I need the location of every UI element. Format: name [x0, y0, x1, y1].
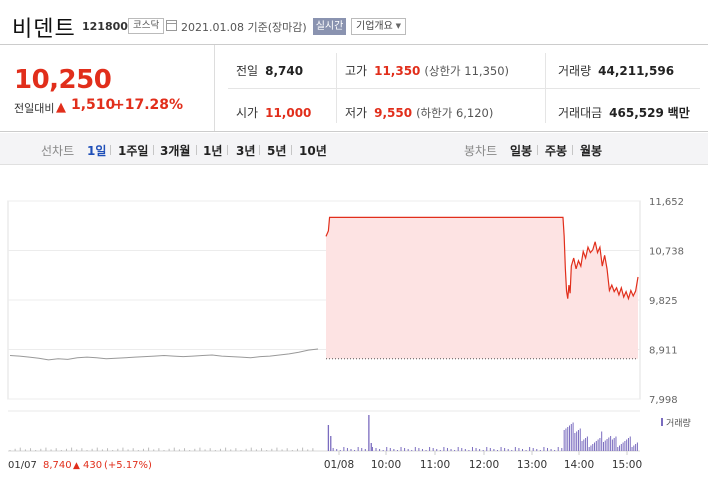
price-chart-svg: 11,652 10,738 9,825 8,911 7,998 거래량 01/08 10:00…: [7, 197, 691, 471]
y-tick-label: 7,998: [649, 395, 678, 406]
prev-day-line: [9, 348, 319, 361]
tab-divider: [196, 145, 197, 155]
y-tick-label: 10,738: [649, 247, 684, 258]
prev-day-change-pct: (+5.17%): [104, 460, 152, 471]
row-divider: [228, 88, 700, 89]
change-percent: +17.28%: [113, 97, 184, 113]
tab-divider: [291, 145, 292, 155]
prev-close-label: 전일: [236, 64, 259, 78]
up-triangle-icon: ▲: [73, 461, 80, 471]
lower-limit: (하한가 6,120): [416, 106, 494, 120]
tab-divider: [259, 145, 260, 155]
x-tick-label: 12:00: [469, 459, 499, 471]
tab-divider: [227, 145, 228, 155]
high-cell: 고가 11,350 (상한가 11,350): [345, 62, 509, 79]
column-divider: [336, 53, 337, 123]
x-tick-label: 01/08: [324, 459, 354, 471]
stock-code: 121800: [82, 20, 128, 33]
tab-divider: [572, 145, 573, 155]
prev-close-value: 8,740: [265, 64, 304, 78]
realtime-button[interactable]: 실시간: [313, 18, 346, 35]
tab-3month[interactable]: 3개월: [160, 144, 191, 158]
low-value: 9,550: [374, 106, 413, 120]
x-tick-label: 14:00: [564, 459, 594, 471]
high-label: 고가: [345, 64, 368, 78]
price-panel: 10,250 전일대비 ▲ 1,510 +17.28%: [0, 45, 215, 131]
volume-value: 44,211,596: [598, 64, 675, 78]
volume-legend-swatch: [661, 418, 663, 426]
candle-chart-label: 봉차트: [464, 144, 498, 158]
y-tick-label: 9,825: [649, 296, 678, 307]
prev-day-date: 01/07: [8, 460, 37, 471]
calendar-icon: [166, 20, 177, 31]
volume-legend-label: 거래량: [666, 417, 691, 429]
prev-close-cell: 전일 8,740: [236, 62, 303, 79]
company-overview-dropdown[interactable]: 기업개요 ▼: [351, 18, 406, 35]
today-line: [325, 216, 639, 301]
open-cell: 시가 11,000: [236, 104, 311, 121]
x-tick-label: 15:00: [612, 459, 642, 471]
upper-limit: (상한가 11,350): [424, 64, 510, 78]
column-divider: [545, 53, 546, 123]
quote-date: 2021.01.08 기준(장마감): [181, 21, 307, 34]
market-badge: 코스닥: [128, 18, 165, 34]
tab-5year[interactable]: 5년: [267, 144, 287, 158]
open-value: 11,000: [265, 106, 312, 120]
tab-daily[interactable]: 일봉: [510, 144, 533, 158]
quote-summary: 10,250 전일대비 ▲ 1,510 +17.28% 전일 8,740 고가 11…: [0, 44, 708, 132]
chevron-down-icon: ▼: [395, 22, 401, 30]
stock-name: 비덴트: [12, 17, 76, 42]
tab-10year[interactable]: 10년: [299, 144, 327, 158]
line-chart-label: 선차트: [41, 144, 75, 158]
x-tick-label: 11:00: [420, 459, 450, 471]
trade-value-unit: 백만: [667, 106, 690, 120]
tab-weekly[interactable]: 주봉: [545, 144, 568, 158]
prev-day-change: 430: [83, 460, 102, 471]
x-tick-label: 13:00: [517, 459, 547, 471]
tab-3year[interactable]: 3년: [236, 144, 256, 158]
tab-divider: [153, 145, 154, 155]
open-label: 시가: [236, 106, 259, 120]
y-tick-label: 11,652: [649, 197, 684, 208]
tab-1day[interactable]: 1일: [87, 144, 107, 158]
today-area: [326, 217, 638, 359]
volume-label: 거래량: [558, 64, 592, 78]
x-tick-label: 10:00: [371, 459, 401, 471]
low-label: 저가: [345, 106, 368, 120]
trade-value-label: 거래대금: [558, 106, 603, 120]
trade-value: 465,529: [609, 106, 664, 120]
stock-header: 비덴트 121800 코스닥 2021.01.08 기준(장마감) 실시간 기업…: [0, 0, 708, 44]
y-tick-label: 8,911: [649, 346, 678, 357]
change-amount: 1,510: [71, 97, 116, 113]
low-cell: 저가 9,550 (하한가 6,120): [345, 104, 493, 121]
prev-day-close: 8,740: [43, 460, 72, 471]
current-price: 10,250: [14, 65, 112, 95]
price-chart[interactable]: 11,652 10,738 9,825 8,911 7,998 거래량 01/08 10:00…: [0, 166, 708, 479]
tab-divider: [537, 145, 538, 155]
high-value: 11,350: [374, 64, 421, 78]
company-overview-label: 기업개요: [356, 21, 393, 32]
tab-divider: [110, 145, 111, 155]
tab-monthly[interactable]: 월봉: [580, 144, 603, 158]
chart-period-tabs: 선차트 1일 1주일 3개월 1년 3년 5년 10년 봉차트 일봉 주봉 월봉: [0, 133, 708, 165]
tab-1week[interactable]: 1주일: [118, 144, 149, 158]
tab-1year[interactable]: 1년: [203, 144, 223, 158]
up-triangle-icon: ▲: [56, 100, 66, 115]
change-label: 전일대비: [14, 102, 55, 115]
volume-cell: 거래량 44,211,596: [558, 62, 674, 79]
trade-value-cell: 거래대금 465,529 백만: [558, 104, 690, 121]
